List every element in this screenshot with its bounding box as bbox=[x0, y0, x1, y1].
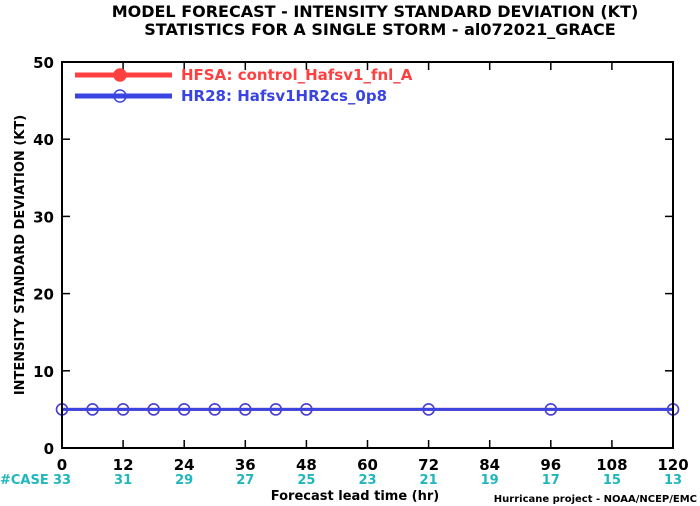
y-tick-label: 10 bbox=[33, 363, 54, 381]
y-tick-label: 20 bbox=[33, 286, 54, 304]
x-tick-label: 96 bbox=[540, 456, 561, 474]
case-count-value: 19 bbox=[481, 473, 499, 488]
y-tick-label: 50 bbox=[33, 54, 54, 72]
series-2-point bbox=[300, 403, 313, 416]
case-count-value: 15 bbox=[603, 473, 621, 488]
series-2-point bbox=[116, 403, 130, 416]
y-tick-label: 0 bbox=[44, 440, 54, 458]
chart-title-line-2: STATISTICS FOR A SINGLE STORM - al072021… bbox=[144, 20, 615, 39]
series-2-point bbox=[422, 403, 435, 416]
credit-text: Hurricane project - NOAA/NCEP/EMC bbox=[494, 494, 697, 505]
x-tick-label: 12 bbox=[113, 456, 134, 474]
x-axis-ticks: 0 12 24 36 48 60 72 84 96 108 120 bbox=[57, 62, 689, 474]
x-axis-label: Forecast lead time (hr) bbox=[271, 489, 439, 504]
case-count-value: 27 bbox=[236, 473, 254, 488]
x-tick-label: 0 bbox=[57, 456, 67, 474]
case-count-row: #CASE 33 31 29 27 25 23 21 19 17 15 13 bbox=[0, 473, 682, 488]
case-count-value: 29 bbox=[175, 473, 193, 488]
x-tick-label: 48 bbox=[296, 456, 317, 474]
series-2-point bbox=[269, 403, 283, 416]
x-tick-label: 72 bbox=[418, 456, 439, 474]
series-2-point bbox=[86, 403, 99, 416]
x-tick-label: 120 bbox=[657, 456, 688, 474]
case-count-value: 17 bbox=[542, 473, 560, 488]
case-count-value: 25 bbox=[297, 473, 315, 488]
series-2-point bbox=[208, 403, 221, 416]
y-axis-ticks: 0 10 20 30 40 50 bbox=[33, 54, 673, 458]
case-count-value: 13 bbox=[664, 473, 682, 488]
y-tick-label: 40 bbox=[33, 131, 54, 149]
series-2-point bbox=[239, 403, 252, 416]
series-2-point bbox=[544, 403, 558, 416]
series-layer bbox=[55, 403, 680, 416]
case-count-value: 23 bbox=[358, 473, 376, 488]
case-count-value: 31 bbox=[114, 473, 132, 488]
y-tick-label: 30 bbox=[33, 208, 54, 226]
x-tick-label: 108 bbox=[596, 456, 627, 474]
chart-title-line-1: MODEL FORECAST - INTENSITY STANDARD DEVI… bbox=[112, 2, 639, 21]
case-count-value: 33 bbox=[53, 473, 71, 488]
x-tick-label: 24 bbox=[174, 456, 195, 474]
series-2-point bbox=[177, 403, 191, 416]
series-2-point bbox=[147, 403, 160, 416]
y-axis-label: INTENSITY STANDARD DEVIATION (KT) bbox=[13, 115, 28, 395]
legend-swatch-marker bbox=[113, 89, 127, 103]
legend-swatch-marker bbox=[113, 68, 127, 82]
case-count-label: #CASE bbox=[0, 473, 49, 488]
case-count-value: 21 bbox=[420, 473, 438, 488]
plot-frame bbox=[61, 61, 674, 449]
x-tick-label: 60 bbox=[357, 456, 378, 474]
legend: HFSA: control_Hafsv1_fnl_A HR28: Hafsv1HR… bbox=[75, 66, 413, 105]
x-tick-label: 84 bbox=[479, 456, 500, 474]
legend-entry-label: HFSA: control_Hafsv1_fnl_A bbox=[181, 66, 413, 84]
legend-entry-label: HR28: Hafsv1HR2cs_0p8 bbox=[181, 87, 387, 105]
x-tick-label: 36 bbox=[235, 456, 256, 474]
